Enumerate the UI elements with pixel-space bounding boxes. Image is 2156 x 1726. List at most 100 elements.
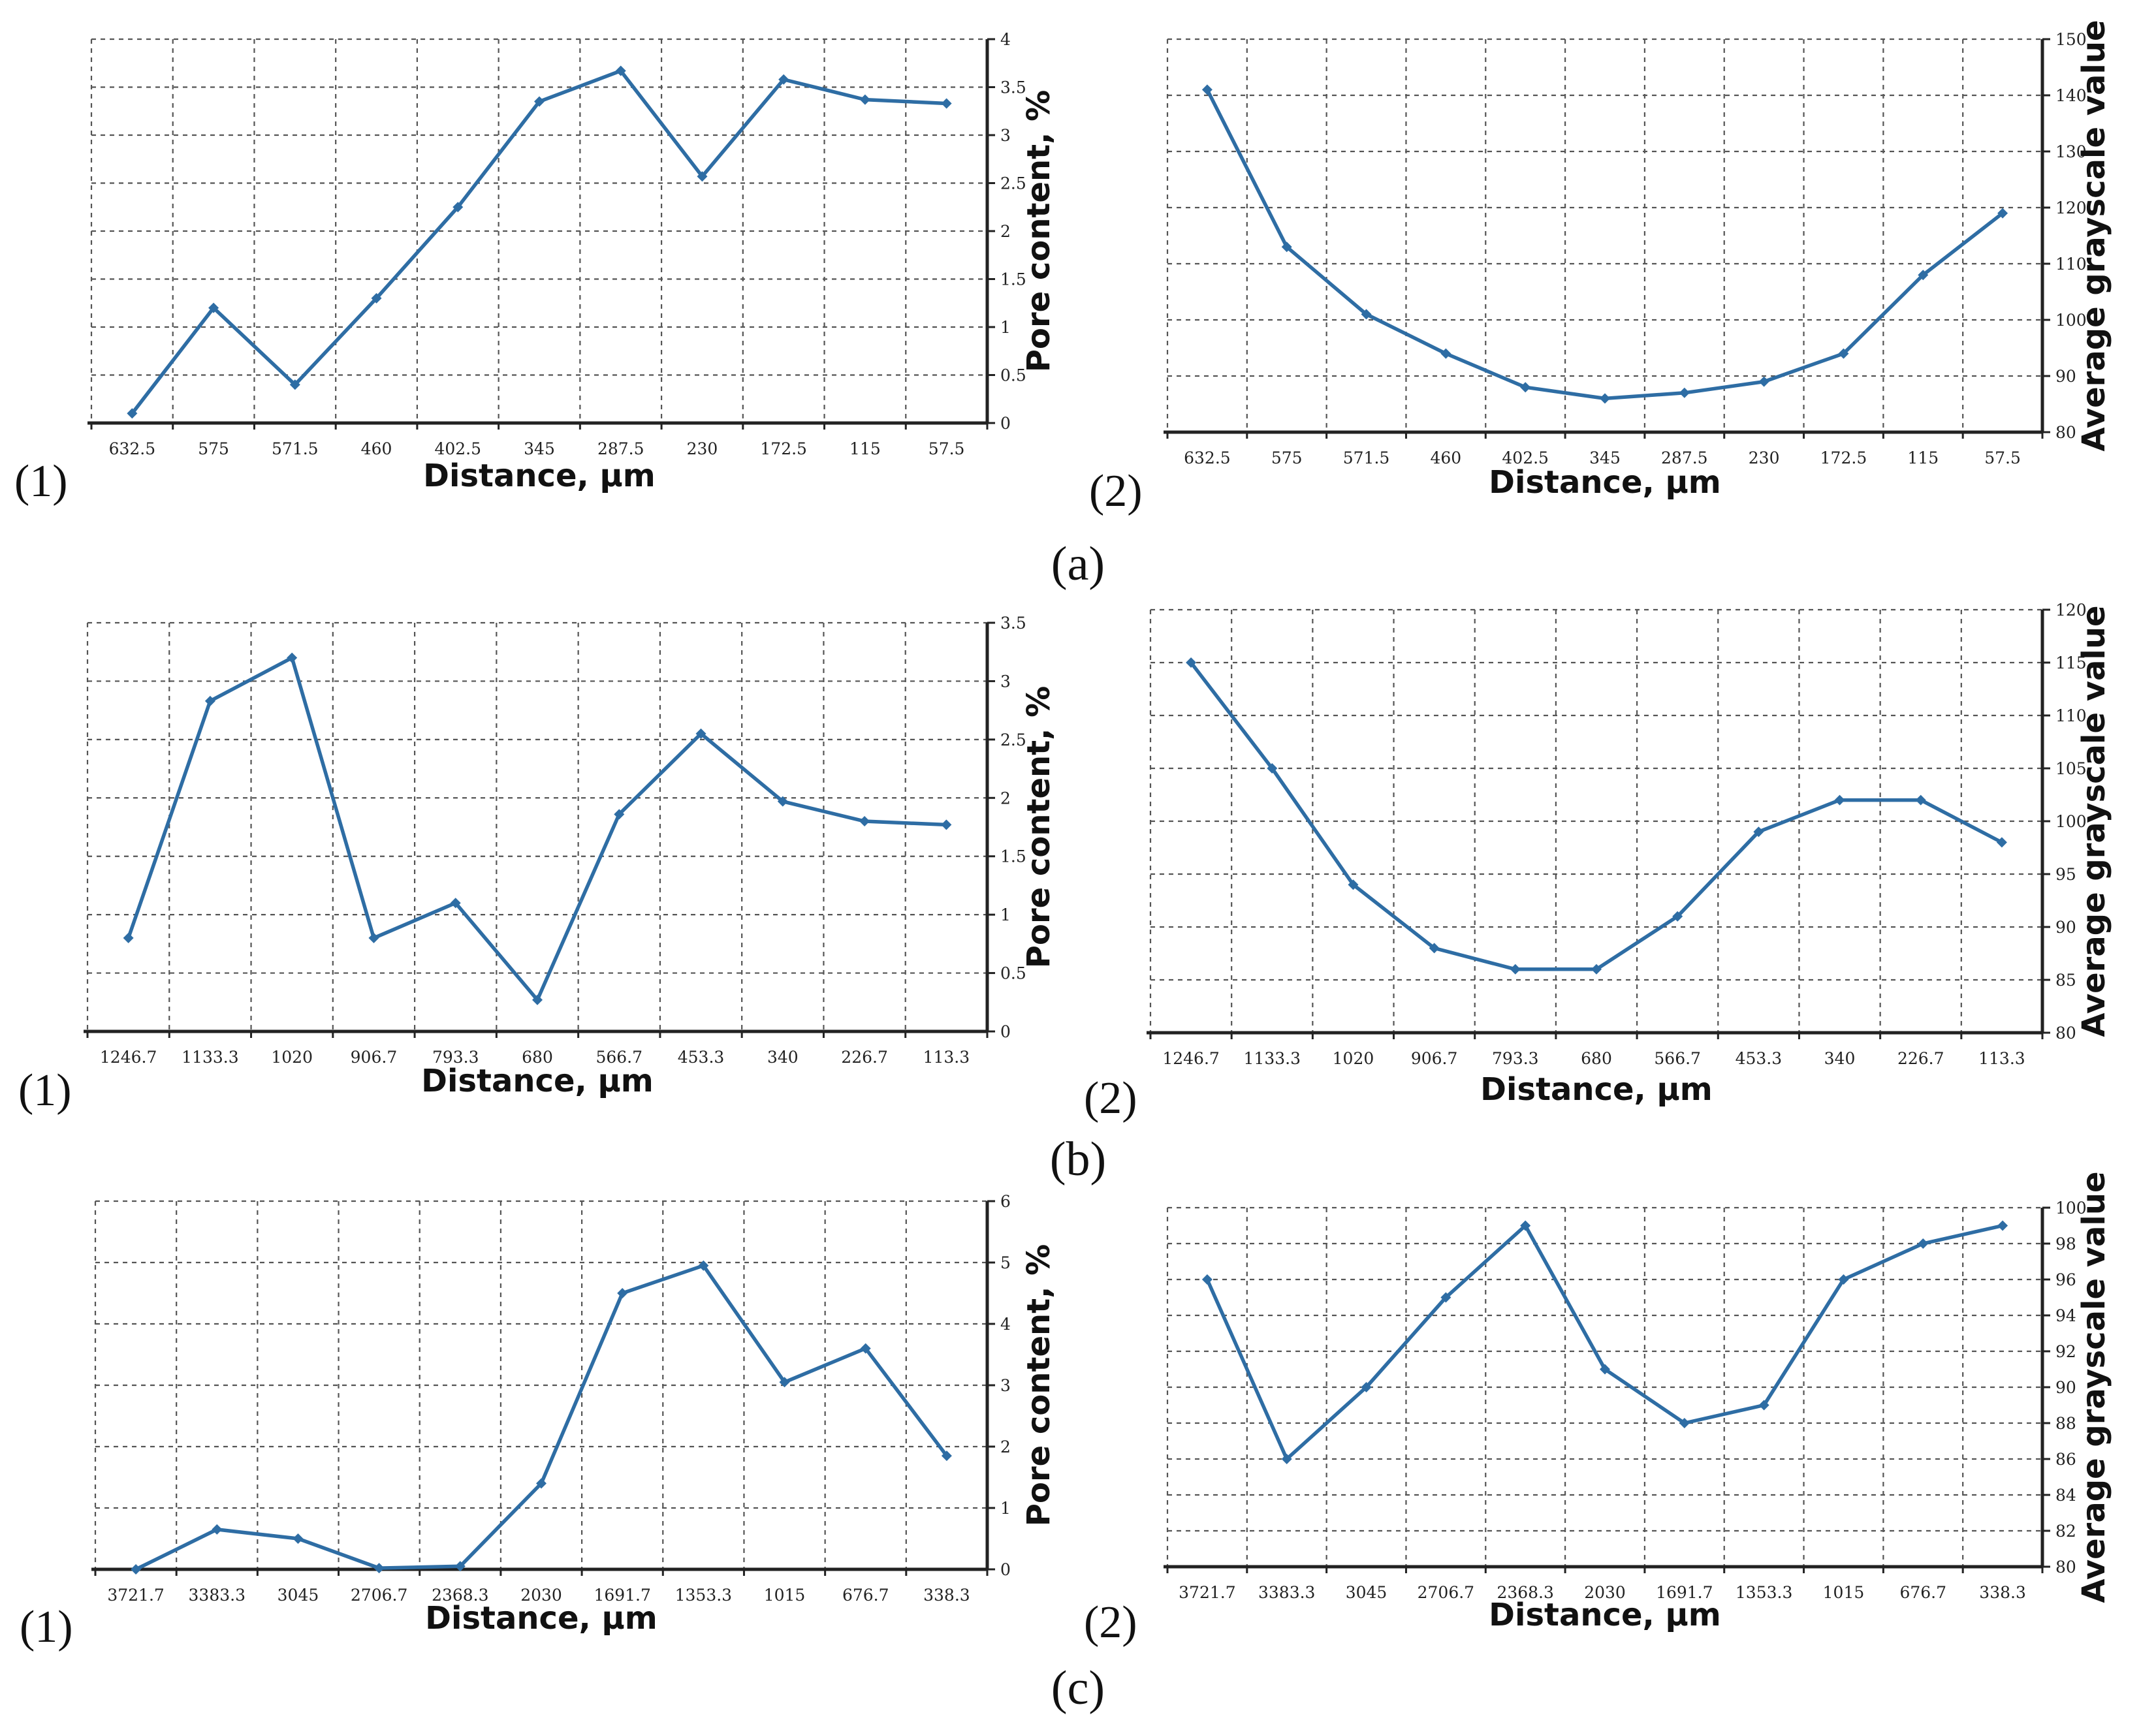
y-tick-label: 140: [2055, 86, 2087, 105]
x-tick-label: 57.5: [1984, 448, 2021, 467]
x-tick-label: 632.5: [1184, 448, 1231, 467]
x-tick-label: 345: [524, 439, 555, 458]
x-axis-label: Distance, μm: [423, 458, 656, 494]
data-point: [1997, 1220, 2008, 1231]
x-tick-label: 340: [1824, 1049, 1856, 1068]
y-axis-label: Average grayscale value: [2076, 1171, 2112, 1603]
data-point: [859, 94, 870, 105]
x-tick-label: 1015: [764, 1586, 806, 1605]
x-tick-label: 566.7: [1654, 1049, 1701, 1068]
y-tick-label: 0: [1000, 1022, 1011, 1041]
y-axis-label: Average grayscale value: [2076, 20, 2112, 451]
x-tick-label: 113.3: [1978, 1049, 2025, 1068]
data-point: [1753, 826, 1764, 838]
data-point: [454, 1561, 466, 1572]
data-point: [1201, 84, 1213, 95]
x-tick-label: 566.7: [595, 1048, 642, 1067]
x-tick-label: 1133.3: [182, 1048, 238, 1067]
data-point: [1996, 837, 2007, 848]
x-tick-label: 3383.3: [189, 1586, 246, 1605]
data-point: [1520, 1220, 1531, 1231]
x-tick-label: 402.5: [1502, 448, 1549, 467]
x-tick-label: 906.7: [351, 1048, 398, 1067]
x-tick-label: 1246.7: [1162, 1049, 1219, 1068]
sub-label: (2): [1084, 1073, 1137, 1123]
x-tick-label: 793.3: [432, 1048, 479, 1067]
x-tick-label: 680: [522, 1048, 553, 1067]
data-point: [779, 1377, 790, 1388]
data-point: [778, 74, 789, 85]
data-point: [1918, 270, 1929, 281]
x-tick-label: 1246.7: [100, 1048, 157, 1067]
data-point: [1429, 943, 1440, 954]
data-point: [208, 302, 219, 313]
x-tick-label: 460: [361, 439, 392, 458]
x-tick-label: 676.7: [842, 1586, 889, 1605]
data-point: [1838, 348, 1849, 359]
panel-label-a: (a): [1051, 537, 1105, 591]
y-tick-label: 6: [1000, 1192, 1011, 1211]
x-tick-label: 676.7: [1899, 1583, 1946, 1602]
data-point: [1600, 1364, 1610, 1375]
x-tick-label: 1353.3: [1736, 1583, 1792, 1602]
y-tick-label: 2: [1000, 222, 1011, 241]
x-tick-label: 115: [849, 439, 881, 458]
y-tick-label: 84: [2055, 1486, 2076, 1505]
x-tick-label: 2706.7: [351, 1586, 407, 1605]
x-axis-label: Distance, μm: [421, 1063, 654, 1099]
x-tick-label: 2030: [1584, 1583, 1626, 1602]
data-point: [698, 1260, 709, 1271]
y-tick-label: 120: [2055, 198, 2087, 217]
x-tick-label: 1353.3: [675, 1586, 732, 1605]
data-point: [695, 728, 706, 739]
data-point: [1510, 964, 1521, 975]
y-tick-label: 0: [1000, 414, 1011, 433]
y-tick-label: 130: [2055, 142, 2087, 161]
y-tick-label: 105: [2055, 759, 2087, 778]
y-tick-label: 90: [2055, 1378, 2076, 1397]
data-point: [1600, 393, 1610, 404]
x-tick-label: 115: [1907, 448, 1939, 467]
panel-label-c: (c): [1051, 1661, 1105, 1715]
y-tick-label: 2.5: [1000, 730, 1026, 749]
y-tick-label: 3: [1000, 1376, 1011, 1395]
x-tick-label: 3045: [1346, 1583, 1387, 1602]
data-point: [1281, 1454, 1292, 1464]
data-point: [212, 1524, 223, 1535]
data-point: [859, 816, 870, 827]
x-tick-label: 793.3: [1492, 1049, 1539, 1068]
sub-label: (2): [1089, 466, 1143, 516]
y-tick-label: 80: [2055, 1558, 2076, 1577]
series-line: [1205, 1223, 2003, 1461]
x-tick-label: 2030: [520, 1586, 562, 1605]
y-tick-label: 80: [2055, 423, 2076, 442]
chart-a1: 632.5 575 571.5 460 402.5 345 287.5 230 172.5 115…: [14, 30, 1057, 507]
y-tick-label: 1.5: [1000, 270, 1026, 289]
x-tick-label: 287.5: [1661, 448, 1708, 467]
y-tick-label: 3.5: [1000, 614, 1026, 633]
y-tick-label: 4: [1000, 1315, 1011, 1334]
x-tick-label: 1020: [271, 1048, 313, 1067]
sub-label: (2): [1084, 1597, 1137, 1648]
data-point: [777, 796, 788, 807]
data-point: [534, 96, 545, 107]
x-tick-label: 402.5: [434, 439, 481, 458]
x-axis-label: Distance, μm: [1480, 1071, 1713, 1108]
y-tick-label: 100: [2055, 311, 2087, 330]
data-point: [1186, 657, 1197, 668]
data-point: [1281, 242, 1292, 253]
data-point: [373, 1563, 385, 1574]
x-tick-label: 632.5: [109, 439, 156, 458]
y-tick-label: 88: [2055, 1414, 2076, 1433]
data-point: [1915, 794, 1926, 806]
data-point: [371, 292, 382, 304]
y-tick-label: 95: [2055, 865, 2076, 884]
x-tick-label: 172.5: [1820, 448, 1867, 467]
x-tick-label: 2368.3: [1497, 1583, 1553, 1602]
sub-label: (1): [20, 1602, 73, 1652]
y-tick-label: 4: [1000, 30, 1011, 49]
y-tick-label: 0.5: [1000, 964, 1026, 983]
y-tick-label: 85: [2055, 971, 2076, 990]
data-point: [1838, 1274, 1849, 1285]
